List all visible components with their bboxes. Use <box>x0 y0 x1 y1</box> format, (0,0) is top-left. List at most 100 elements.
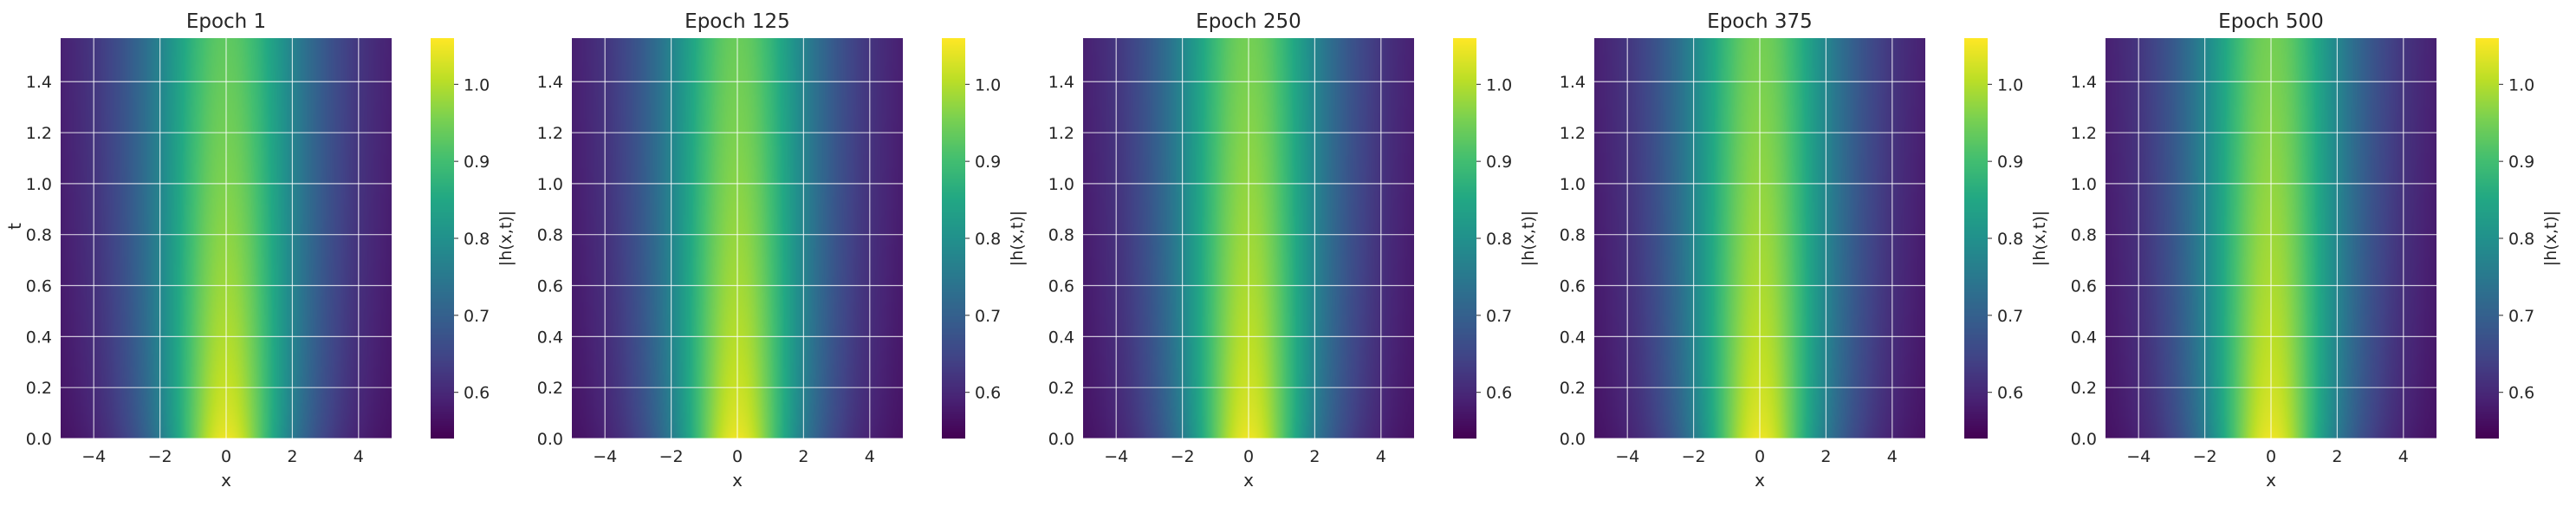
colorbar-tick-label: 0.7 <box>1486 307 1512 326</box>
x-tick-label: 2 <box>287 447 297 466</box>
colorbar-label: |h(x,t)| <box>496 211 516 266</box>
y-tick-label: 1.0 <box>2071 175 2097 194</box>
x-tick-label: −2 <box>148 447 172 466</box>
y-tick-label: 0.8 <box>1560 226 1586 245</box>
x-tick-label: −4 <box>2126 447 2151 466</box>
y-tick-label: 1.0 <box>1560 175 1586 194</box>
colorbar-tick-label: 0.6 <box>2508 384 2534 403</box>
y-tick-label: 0.6 <box>1048 277 1074 296</box>
colorbar-tick-label: 0.8 <box>2508 230 2534 249</box>
y-tick-label: 0.0 <box>2071 430 2097 449</box>
x-tick-label: 4 <box>1376 447 1386 466</box>
y-tick-label: 0.6 <box>537 277 563 296</box>
colorbar-tick-label: 0.9 <box>975 153 1001 172</box>
x-tick-label: 2 <box>2332 447 2342 466</box>
y-tick-label: 1.2 <box>537 124 563 143</box>
y-tick-label: 0.8 <box>537 226 563 245</box>
chart-axes-overlay: −4 −2 0 2 4 0.0 0.2 0.4 0.6 0.8 1.0 1.2 1.4 Epoch 125… <box>537 10 1027 491</box>
x-tick-label: 0 <box>2266 447 2276 466</box>
y-tick-label: 1.2 <box>1048 124 1074 143</box>
x-tick-label: −4 <box>593 447 617 466</box>
y-tick-label: 0.2 <box>26 379 52 398</box>
colorbar-tick-label: 0.8 <box>1486 230 1512 249</box>
y-tick-label: 0.0 <box>1048 430 1074 449</box>
y-tick-label: 1.0 <box>1048 175 1074 194</box>
x-tick-label: 4 <box>354 447 364 466</box>
y-axis-label: t <box>4 223 25 230</box>
y-tick-label: 0.0 <box>1560 430 1586 449</box>
colorbar-tick-label: 0.9 <box>1997 153 2023 172</box>
y-tick-label: 1.2 <box>26 124 52 143</box>
colorbar-tick-label: 0.6 <box>464 384 490 403</box>
x-tick-label: 4 <box>1887 447 1898 466</box>
y-tick-label: 0.2 <box>2071 379 2097 398</box>
colorbar-gradient <box>1453 38 1476 439</box>
x-tick-label: 2 <box>1820 447 1831 466</box>
colorbar-tick-label: 0.6 <box>1997 384 2023 403</box>
colorbar-tick-label: 0.7 <box>2508 307 2534 326</box>
chart-title: Epoch 1 <box>186 10 266 33</box>
colorbar-label: |h(x,t)| <box>2030 211 2049 266</box>
y-tick-label: 0.6 <box>26 277 52 296</box>
y-tick-label: 0.4 <box>26 328 52 347</box>
colorbar-tick-label: 1.0 <box>1997 75 2023 94</box>
x-axis-label: x <box>1243 470 1254 491</box>
chart-axes-overlay: −4 −2 0 2 4 0.0 0.2 0.4 0.6 0.8 1.0 1.2 1.4 Epoch 250… <box>1048 10 1538 491</box>
colorbar-gradient <box>431 38 454 439</box>
y-tick-label: 1.0 <box>537 175 563 194</box>
colorbar-tick-label: 0.9 <box>464 153 490 172</box>
y-tick-label: 0.8 <box>2071 226 2097 245</box>
x-tick-label: 0 <box>1243 447 1254 466</box>
chart-axes-overlay: −4 −2 0 2 4 0.0 0.2 0.4 0.6 0.8 1.0 1.2 1.4 Epoch 1 x t… <box>4 10 516 491</box>
x-tick-label: 0 <box>221 447 231 466</box>
chart-panel-2: −4 −2 0 2 4 0.0 0.2 0.4 0.6 0.8 1.0 1.2 1.4 Epoch 125… <box>511 0 1027 507</box>
chart-title: Epoch 375 <box>1707 10 1813 33</box>
colorbar-tick-label: 0.8 <box>1997 230 2023 249</box>
x-tick-label: 2 <box>1309 447 1320 466</box>
y-tick-label: 0.2 <box>1560 379 1586 398</box>
y-tick-label: 1.2 <box>1560 124 1586 143</box>
x-axis-label: x <box>1755 470 1765 491</box>
y-tick-label: 0.8 <box>26 226 52 245</box>
y-tick-label: 0.6 <box>1560 277 1586 296</box>
y-tick-label: 0.4 <box>1560 328 1586 347</box>
chart-axes-overlay: −4 −2 0 2 4 0.0 0.2 0.4 0.6 0.8 1.0 1.2 1.4 Epoch 375… <box>1560 10 2049 491</box>
colorbar-tick-label: 1.0 <box>1486 75 1512 94</box>
colorbar-tick-label: 0.7 <box>464 307 490 326</box>
colorbar-tick-label: 1.0 <box>975 75 1001 94</box>
y-tick-label: 0.0 <box>537 430 563 449</box>
x-tick-label: −2 <box>659 447 684 466</box>
y-tick-label: 1.4 <box>26 73 52 92</box>
chart-panel-1: −4 −2 0 2 4 0.0 0.2 0.4 0.6 0.8 1.0 1.2 1.4 Epoch 1 x t… <box>0 0 516 507</box>
y-tick-label: 1.4 <box>1560 73 1586 92</box>
colorbar-tick-label: 1.0 <box>2508 75 2534 94</box>
chart-title: Epoch 250 <box>1196 10 1301 33</box>
colorbar-label: |h(x,t)| <box>1008 211 1027 266</box>
colorbar-tick-label: 0.7 <box>1997 307 2023 326</box>
x-tick-label: −4 <box>1104 447 1128 466</box>
colorbar-tick-label: 0.7 <box>975 307 1001 326</box>
chart-title: Epoch 125 <box>685 10 790 33</box>
colorbar-gradient <box>1964 38 1988 439</box>
chart-title: Epoch 500 <box>2218 10 2324 33</box>
x-tick-label: 0 <box>1755 447 1765 466</box>
x-axis-label: x <box>221 470 231 491</box>
x-axis-label: x <box>2266 470 2276 491</box>
x-axis-label: x <box>732 470 743 491</box>
colorbar-tick-label: 1.0 <box>464 75 490 94</box>
y-tick-label: 0.0 <box>26 430 52 449</box>
colorbar-tick-label: 0.6 <box>1486 384 1512 403</box>
y-tick-label: 0.2 <box>1048 379 1074 398</box>
y-tick-label: 1.2 <box>2071 124 2097 143</box>
x-tick-label: −4 <box>1615 447 1639 466</box>
chart-panel-5: −4 −2 0 2 4 0.0 0.2 0.4 0.6 0.8 1.0 1.2 1.4 Epoch 500… <box>2045 0 2560 507</box>
y-tick-label: 1.4 <box>2071 73 2097 92</box>
y-tick-label: 0.4 <box>537 328 563 347</box>
x-tick-label: −4 <box>81 447 106 466</box>
x-tick-label: −2 <box>2193 447 2217 466</box>
x-tick-label: −2 <box>1682 447 1706 466</box>
y-tick-label: 0.4 <box>1048 328 1074 347</box>
colorbar-gradient <box>2475 38 2499 439</box>
y-tick-label: 0.4 <box>2071 328 2097 347</box>
